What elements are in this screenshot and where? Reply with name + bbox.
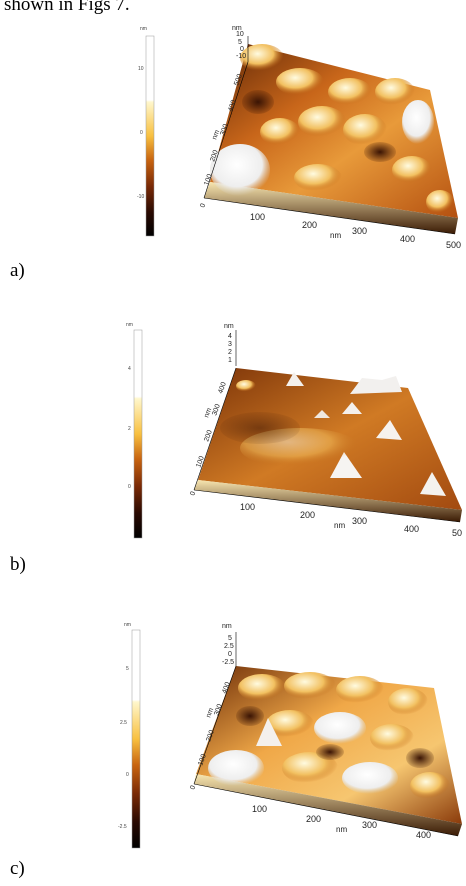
axes-b: [193, 330, 461, 523]
x-axis-tick: 300: [352, 516, 367, 526]
panel-label-a: a): [10, 260, 25, 281]
colorbar-tick: 0: [140, 130, 143, 136]
afm-figure-a: nm 10 0 -10: [0, 22, 466, 252]
z-axis-tick: 10: [236, 31, 244, 38]
x-axis-tick: 400: [400, 234, 415, 244]
y-axis-tick: 100: [195, 455, 206, 468]
colorbar-tick: 2: [128, 426, 131, 432]
y-axis-tick: 300: [213, 703, 224, 716]
y-axis-tick: 100: [203, 173, 214, 186]
z-axis-tick: 0: [240, 46, 244, 53]
y-axis-unit: nm: [205, 707, 215, 719]
colorbar-unit: nm: [124, 622, 131, 628]
surface-a: [204, 44, 458, 234]
afm-figure-c: nm 5 2.5 0 -2.5: [0, 618, 466, 854]
axes-c: [193, 632, 459, 837]
z-axis-tick: -10: [236, 53, 246, 60]
z-axis-tick: 5: [238, 39, 242, 46]
z-axis-tick: 2: [228, 349, 232, 356]
y-axis-unit: nm: [211, 129, 221, 141]
y-axis-tick: 0: [189, 491, 197, 497]
x-axis-tick: 50: [452, 528, 462, 538]
colorbar-tick: 10: [138, 66, 144, 72]
x-axis-tick: 200: [306, 814, 321, 824]
z-axis-tick: -2.5: [222, 659, 234, 666]
surface-b: [194, 368, 462, 522]
y-axis-tick: 400: [221, 681, 232, 694]
colorbar-tick: 0: [126, 772, 129, 778]
colorbar-a: nm 10 0 -10: [137, 26, 155, 237]
z-axis-tick: 3: [228, 341, 232, 348]
y-axis-tick: 100: [197, 753, 208, 766]
z-axis-tick: 4: [228, 333, 232, 340]
z-axis-tick: 5: [228, 635, 232, 642]
x-axis-unit: nm: [336, 825, 347, 834]
y-axis-unit: nm: [203, 407, 213, 419]
x-axis-tick: 300: [352, 226, 367, 236]
x-axis-tick: 400: [416, 830, 431, 840]
surface-c: [194, 666, 462, 836]
x-axis-tick: 100: [250, 212, 265, 222]
colorbar-tick: 4: [128, 366, 131, 372]
y-axis-tick: 500: [233, 73, 244, 86]
x-axis-tick: 100: [240, 502, 255, 512]
z-axis-unit: nm: [232, 25, 242, 32]
afm-figure-b: nm 4 2 0 nm 4 3 2: [0, 318, 466, 544]
y-axis-tick: 0: [199, 203, 207, 209]
colorbar-tick: 2.5: [120, 720, 127, 726]
z-axis-tick: 2.5: [224, 643, 234, 650]
afm-plot-a: nm 10 0 -10: [137, 25, 461, 250]
panel-label-b: b): [10, 554, 26, 575]
colorbar-tick: -2.5: [118, 824, 127, 830]
intro-text: shown in Figs 7.: [4, 0, 130, 15]
x-axis-unit: nm: [330, 231, 341, 240]
y-axis-tick: 0: [189, 785, 197, 791]
x-axis-tick: 500: [446, 240, 461, 250]
colorbar-tick: 0: [128, 484, 131, 490]
z-axis-tick: 1: [228, 357, 232, 364]
colorbar-c: nm 5 2.5 0 -2.5: [118, 622, 141, 849]
y-axis-tick: 200: [209, 149, 220, 162]
x-axis-unit: nm: [334, 521, 345, 530]
x-axis-tick: 300: [362, 820, 377, 830]
colorbar-b: nm 4 2 0: [126, 322, 143, 539]
colorbar-tick: 5: [126, 666, 129, 672]
x-axis-tick: 200: [302, 220, 317, 230]
y-axis-tick: 400: [217, 381, 228, 394]
y-axis-tick: 400: [227, 99, 238, 112]
x-axis-tick: 400: [404, 524, 419, 534]
y-axis-tick: 200: [205, 729, 216, 742]
x-axis-tick: 200: [300, 510, 315, 520]
y-axis-tick: 300: [211, 403, 222, 416]
afm-plot-b: nm 4 2 0 nm 4 3 2: [126, 322, 462, 539]
y-axis-tick: 300: [219, 123, 230, 136]
colorbar-unit: nm: [140, 26, 147, 32]
panel-label-c: c): [10, 858, 25, 879]
axes-a: [203, 36, 456, 235]
z-axis-unit: nm: [224, 323, 234, 330]
z-axis-tick: 0: [228, 651, 232, 658]
y-axis-tick: 200: [203, 429, 214, 442]
colorbar-unit: nm: [126, 322, 133, 328]
colorbar-tick: -10: [137, 194, 144, 200]
z-axis-unit: nm: [222, 623, 232, 630]
x-axis-tick: 100: [252, 804, 267, 814]
afm-plot-c: nm 5 2.5 0 -2.5: [118, 622, 462, 849]
